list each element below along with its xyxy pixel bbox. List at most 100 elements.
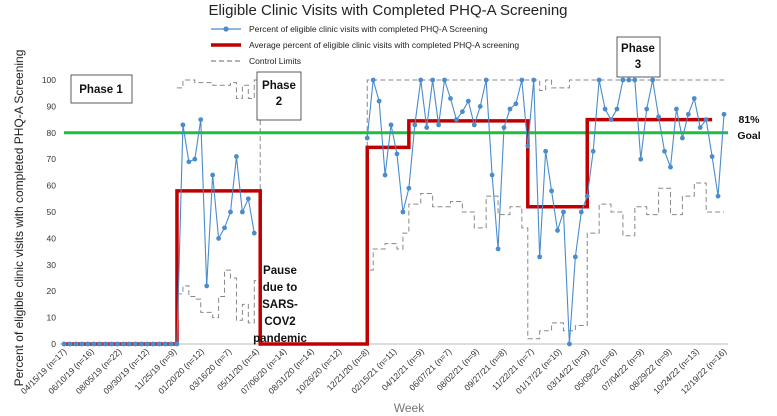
- data-point: [389, 122, 394, 127]
- data-point: [198, 117, 203, 122]
- data-point: [638, 157, 643, 162]
- data-point: [674, 107, 679, 112]
- legend-label-percent: Percent of eligible clinic visits with c…: [249, 24, 488, 34]
- data-point: [543, 149, 548, 154]
- data-point: [383, 173, 388, 178]
- data-point: [406, 186, 411, 191]
- data-point: [127, 342, 132, 347]
- data-point: [210, 173, 215, 178]
- data-point: [555, 228, 560, 233]
- data-point: [228, 210, 233, 215]
- data-point: [513, 101, 518, 106]
- legend-marker-percent: [223, 26, 228, 31]
- legend-label-control: Control Limits: [249, 56, 301, 66]
- data-point: [151, 342, 156, 347]
- data-point: [656, 115, 661, 120]
- y-tick-label: 50: [47, 207, 57, 217]
- y-tick-label: 80: [47, 128, 57, 138]
- y-axis-title: Percent of eligible clinic visits with c…: [12, 50, 26, 387]
- data-point: [365, 136, 370, 141]
- data-point: [418, 78, 423, 83]
- data-point: [73, 342, 78, 347]
- data-point: [466, 99, 471, 104]
- data-point: [460, 109, 465, 114]
- data-point: [91, 342, 96, 347]
- data-point: [181, 122, 186, 127]
- data-point: [395, 152, 400, 157]
- chart-title: Eligible Clinic Visits with Completed PH…: [208, 2, 567, 19]
- data-point: [478, 104, 483, 109]
- data-point: [561, 210, 566, 215]
- data-point: [472, 122, 477, 127]
- x-tick-label: 04/15/19 (n=17): [19, 346, 69, 396]
- data-point: [508, 107, 513, 112]
- data-point: [722, 112, 727, 117]
- data-point: [704, 117, 709, 122]
- phase-2-annotation: Phase 2: [257, 72, 301, 120]
- data-point: [186, 159, 191, 164]
- data-point: [668, 165, 673, 170]
- data-point: [585, 194, 590, 199]
- data-point: [240, 210, 245, 215]
- data-point: [175, 342, 180, 347]
- data-point: [525, 144, 530, 149]
- data-point: [246, 196, 251, 201]
- y-tick-label: 90: [47, 101, 57, 111]
- data-point: [537, 254, 542, 259]
- data-point: [97, 342, 102, 347]
- phase-3-label-line2: 3: [635, 59, 641, 71]
- data-point: [573, 254, 578, 259]
- phase-1-label: Phase 1: [79, 84, 123, 96]
- data-point: [591, 149, 596, 154]
- data-point: [502, 125, 507, 130]
- data-point: [222, 225, 227, 230]
- data-point: [609, 117, 614, 122]
- data-point: [519, 78, 524, 83]
- y-axis-label: Percent of eligible clinic visits with c…: [12, 50, 26, 387]
- goal-percent-label: 81%: [738, 114, 760, 126]
- data-point: [169, 342, 174, 347]
- data-point: [644, 107, 649, 112]
- goal-label: Goal: [737, 130, 760, 142]
- data-point: [371, 78, 376, 83]
- data-point: [145, 342, 150, 347]
- data-point: [216, 236, 221, 241]
- data-point: [698, 125, 703, 130]
- data-point: [139, 342, 144, 347]
- phase-3-label-line1: Phase: [621, 43, 655, 55]
- data-point: [686, 112, 691, 117]
- data-point: [424, 125, 429, 130]
- data-point: [650, 78, 655, 83]
- data-point: [454, 117, 459, 122]
- data-point: [163, 342, 168, 347]
- data-point: [252, 231, 257, 236]
- phq-a-screening-chart: Eligible Clinic Visits with Completed PH…: [0, 0, 777, 416]
- data-point: [68, 342, 73, 347]
- x-tick-labels: 04/15/19 (n=17)06/10/19 (n=16)08/05/19 (…: [19, 346, 729, 396]
- pause-line-2: due to: [263, 282, 298, 294]
- data-point: [109, 342, 114, 347]
- data-point: [626, 78, 631, 83]
- data-point: [567, 342, 572, 347]
- data-point: [710, 154, 715, 159]
- phase-1-annotation: Phase 1: [71, 75, 132, 103]
- data-point: [412, 122, 417, 127]
- data-point: [157, 342, 162, 347]
- data-point: [490, 173, 495, 178]
- pause-line-4: COV2: [264, 316, 295, 328]
- y-tick-label: 100: [42, 75, 56, 85]
- data-point: [85, 342, 90, 347]
- legend-label-average: Average percent of eligible clinic visit…: [249, 40, 519, 50]
- phase-3-annotation: Phase 3: [617, 37, 660, 77]
- data-point: [436, 122, 441, 127]
- data-point: [615, 107, 620, 112]
- phase-2-label-line2: 2: [276, 96, 282, 108]
- phase-2-label-line1: Phase: [262, 80, 296, 92]
- data-point: [692, 96, 697, 101]
- x-axis-title: Week: [394, 401, 425, 415]
- goal-annotation: 81% Goal: [737, 114, 760, 142]
- data-point: [234, 154, 239, 159]
- data-point: [401, 210, 406, 215]
- data-point: [121, 342, 126, 347]
- data-point: [496, 247, 501, 252]
